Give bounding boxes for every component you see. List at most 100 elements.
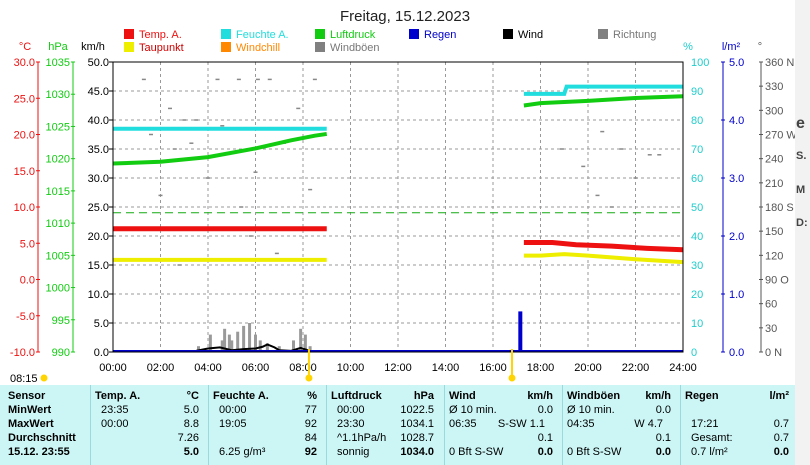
- x-tick-label: 00:00: [99, 362, 127, 374]
- axis-unit-humidity: %: [683, 41, 693, 53]
- x-tick-label: 02:00: [147, 362, 175, 374]
- stats-time: Gesamt:: [691, 432, 733, 444]
- series-line: [112, 131, 328, 166]
- humidity-tick-label: 0: [691, 347, 697, 359]
- stats-header: Luftdruck: [331, 390, 382, 402]
- stats-time: 00:00: [219, 404, 247, 416]
- stats-value: 0.0: [537, 404, 553, 416]
- stats-header: Windböen: [567, 390, 621, 402]
- direction-tick-label: 300: [765, 105, 783, 117]
- temp-tick-label: 0.0: [20, 275, 35, 287]
- stats-value: 77: [304, 404, 317, 416]
- stats-separator: [326, 385, 327, 465]
- stats-time: 6.25 g/m³: [219, 446, 266, 458]
- pressure-tick-label: 990: [52, 347, 70, 359]
- temp-tick-label: 30.0: [14, 57, 35, 69]
- series-line: [523, 94, 684, 108]
- gust-bar: [223, 328, 227, 352]
- stats-time: 04:35: [567, 418, 595, 430]
- stats-row-label: MinWert: [8, 404, 52, 416]
- stats-separator: [680, 385, 681, 465]
- direction-tick-label: 270 W: [765, 130, 797, 142]
- x-tick-label: 10:00: [337, 362, 365, 374]
- x-tick-label: 16:00: [479, 362, 507, 374]
- wind-tick-label: 30.0: [88, 173, 109, 185]
- legend-swatch: [409, 29, 419, 39]
- stats-unit: km/h: [645, 390, 671, 402]
- x-tick-label: 06:00: [242, 362, 270, 374]
- stats-time: 00:00: [337, 404, 365, 416]
- gust-bar: [258, 340, 262, 352]
- humidity-tick-label: 80: [691, 115, 703, 127]
- stats-header: Temp. A.: [95, 390, 141, 402]
- x-tick-label: 12:00: [384, 362, 412, 374]
- legend-label: Luftdruck: [330, 29, 376, 41]
- stats-value: 84: [304, 432, 317, 444]
- temp-tick-label: 5.0: [20, 238, 35, 250]
- gust-bar: [299, 328, 303, 352]
- stats-value: 0.7: [773, 418, 789, 430]
- legend-swatch: [315, 29, 325, 39]
- direction-tick-label: 330: [765, 81, 783, 93]
- legend-label: Richtung: [613, 29, 656, 41]
- stats-separator: [208, 385, 209, 465]
- stats-time: 0 Bft S-SW: [567, 446, 622, 458]
- humidity-tick-label: 60: [691, 173, 703, 185]
- rain-tick-label: 5.0: [729, 57, 744, 69]
- stats-row-label: Durchschnitt: [8, 432, 76, 444]
- wind-tick-label: 0.0: [94, 347, 109, 359]
- stats-unit: km/h: [527, 390, 553, 402]
- pressure-tick-label: 1020: [46, 154, 70, 166]
- stats-separator: [444, 385, 445, 465]
- time-marker-label: 08:15: [10, 373, 38, 385]
- temp-tick-label: 10.0: [14, 202, 35, 214]
- stats-time: ^1.1hPa/h: [337, 432, 387, 444]
- x-tick-label: 24:00: [669, 362, 697, 374]
- time-marker-dot: [40, 374, 48, 382]
- gust-bar: [254, 334, 257, 352]
- rain-tick-label: 2.0: [729, 231, 744, 243]
- gust-bar: [208, 334, 212, 352]
- wind-tick-label: 10.0: [88, 289, 109, 301]
- stats-dir: W 4.7: [634, 418, 663, 430]
- gust-bar: [292, 340, 295, 352]
- pressure-tick-label: 995: [52, 315, 70, 327]
- gust-bar: [308, 346, 312, 352]
- chart-title: Freitag, 15.12.2023: [340, 8, 470, 25]
- legend-swatch: [315, 42, 325, 52]
- stats-time: 23:35: [101, 404, 129, 416]
- rain-tick-label: 0.0: [729, 347, 744, 359]
- stats-value: 5.0: [183, 404, 199, 416]
- x-tick-label: 04:00: [194, 362, 222, 374]
- legend-label: Regen: [424, 29, 456, 41]
- rain-tick-label: 4.0: [729, 115, 744, 127]
- humidity-tick-label: 100: [691, 57, 709, 69]
- stats-value: 0.7: [773, 432, 789, 444]
- right-edge-text: e: [796, 115, 805, 132]
- stats-row-label: MaxWert: [8, 418, 54, 430]
- stats-header: Sensor: [8, 390, 46, 402]
- x-tick-label: 22:00: [622, 362, 650, 374]
- humidity-tick-label: 20: [691, 289, 703, 301]
- x-tick-label: 14:00: [432, 362, 460, 374]
- wind-tick-label: 5.0: [94, 318, 109, 330]
- pressure-tick-label: 1035: [46, 57, 70, 69]
- legend-swatch: [503, 29, 513, 39]
- stats-value: 0.1: [537, 432, 553, 444]
- right-edge-text: D:: [796, 217, 808, 229]
- direction-tick-label: 30: [765, 323, 777, 335]
- pressure-tick-label: 1000: [46, 283, 70, 295]
- stats-value: 1034.1: [400, 418, 434, 430]
- right-edge-text: S.: [796, 150, 807, 162]
- legend-swatch: [124, 42, 134, 52]
- stats-value: 92: [304, 418, 317, 430]
- right-edge-text: M: [796, 184, 806, 196]
- direction-tick-label: 360 N: [765, 57, 794, 69]
- x-tick-label: 08:00: [289, 362, 317, 374]
- wind-tick-label: 15.0: [88, 260, 109, 272]
- wind-tick-label: 25.0: [88, 202, 109, 214]
- stats-value: 0.0: [655, 404, 671, 416]
- rain-tick-label: 1.0: [729, 289, 744, 301]
- statistics-table: Sensor MinWert MaxWert Durchschnitt 15.12. 2…: [0, 385, 795, 465]
- gust-bar: [230, 340, 234, 352]
